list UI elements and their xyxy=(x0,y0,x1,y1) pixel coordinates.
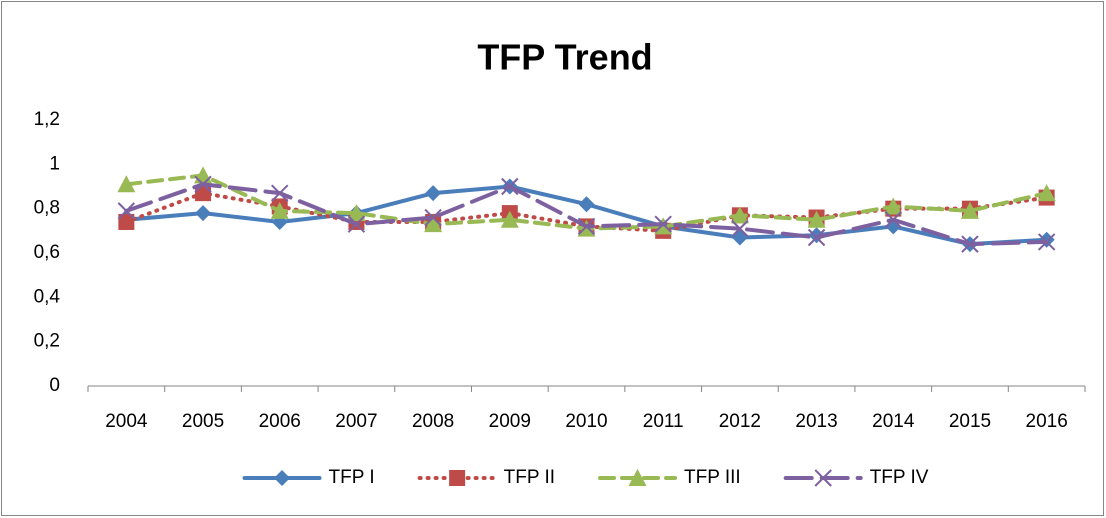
marker xyxy=(807,228,826,247)
marker xyxy=(117,202,136,220)
marker xyxy=(730,206,749,224)
marker xyxy=(654,215,672,233)
marker xyxy=(884,197,903,215)
marker xyxy=(500,210,519,228)
marker xyxy=(270,201,289,219)
marker xyxy=(271,184,289,202)
marker xyxy=(117,175,136,193)
x-tick-label: 2005 xyxy=(182,411,224,432)
x-tick-label: 2004 xyxy=(105,411,148,432)
x-tick-label: 2006 xyxy=(259,411,301,432)
marker xyxy=(424,208,442,227)
x-tick-label: 2010 xyxy=(565,411,607,432)
marker xyxy=(628,469,647,486)
marker xyxy=(961,235,979,253)
x-tick-label: 2007 xyxy=(335,411,377,432)
x-tick-label: 2013 xyxy=(795,411,837,432)
x-tick-label: 2008 xyxy=(412,411,454,432)
marker xyxy=(884,211,902,229)
marker xyxy=(501,177,519,196)
marker xyxy=(577,217,596,236)
marker xyxy=(1037,233,1056,251)
y-tick-label: 1 xyxy=(49,153,60,174)
marker xyxy=(347,204,366,222)
marker xyxy=(731,219,749,238)
x-tick-label: 2016 xyxy=(1026,411,1068,432)
marker xyxy=(195,205,212,222)
y-tick-label: 0,6 xyxy=(34,242,60,263)
marker xyxy=(960,201,979,219)
marker xyxy=(274,470,291,486)
marker xyxy=(578,196,595,213)
y-tick-label: 0,4 xyxy=(34,286,61,307)
y-tick-label: 0 xyxy=(49,375,60,396)
x-tick-label: 2012 xyxy=(719,411,761,432)
x-tick-label: 2015 xyxy=(949,411,991,432)
legend-label: TFP II xyxy=(504,467,555,488)
marker xyxy=(347,215,366,233)
marker xyxy=(449,470,466,486)
marker xyxy=(425,185,442,202)
marker xyxy=(1037,184,1056,202)
x-tick-label: 2011 xyxy=(643,411,684,432)
legend-label: TFP I xyxy=(329,467,375,488)
x-tick-label: 2009 xyxy=(489,411,531,432)
legend-label: TFP IV xyxy=(870,467,929,488)
marker xyxy=(118,213,135,230)
chart-title: TFP Trend xyxy=(477,37,652,78)
marker xyxy=(807,210,826,228)
legend-label: TFP III xyxy=(684,467,741,488)
marker xyxy=(424,215,443,233)
legend: TFP I TFP II TFP III TFP IV xyxy=(242,467,929,488)
y-tick-label: 0,2 xyxy=(34,331,60,352)
marker xyxy=(194,175,212,193)
y-tick-label: 1,2 xyxy=(34,109,60,130)
marker xyxy=(814,469,832,487)
y-tick-label: 0,8 xyxy=(34,198,60,219)
marker xyxy=(808,227,825,244)
x-tick-label: 2014 xyxy=(872,411,915,432)
